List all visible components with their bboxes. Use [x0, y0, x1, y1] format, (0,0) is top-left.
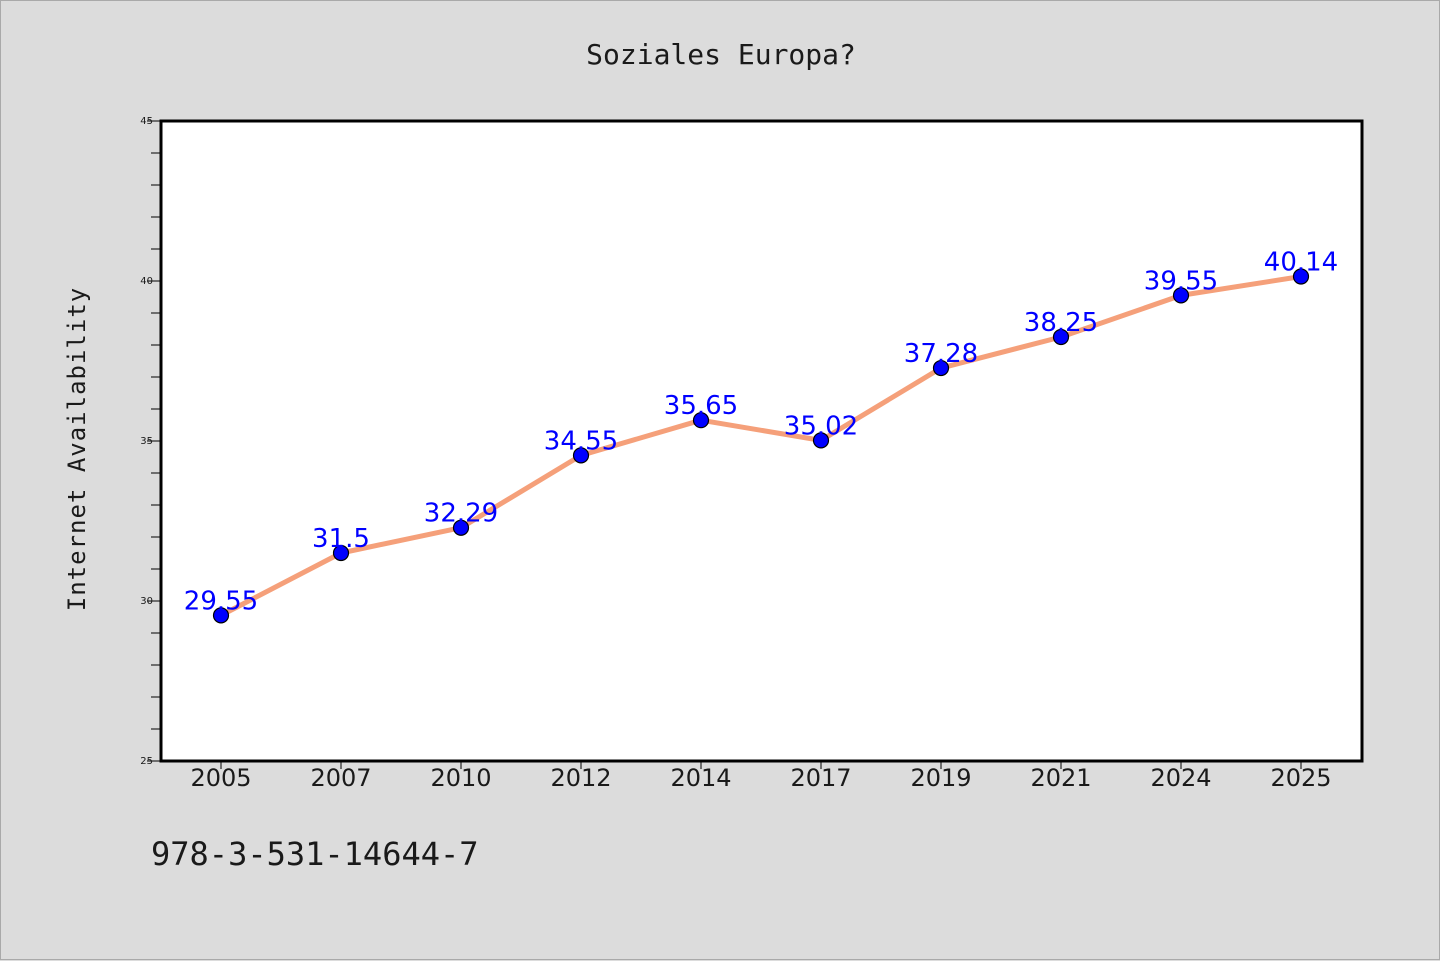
x-tick-label: 2012: [550, 764, 611, 792]
y-tick-label: 40: [140, 276, 153, 287]
data-point: [572, 447, 590, 464]
data-point: [1052, 328, 1070, 346]
series-line: [218, 274, 1304, 618]
data-point: [212, 607, 230, 624]
x-tick-label: 2005: [190, 764, 251, 792]
data-point: [452, 519, 470, 536]
y-tick-label: 45: [140, 116, 153, 127]
x-tick-label: 2010: [430, 764, 491, 792]
x-tick-label: 2019: [910, 764, 971, 792]
x-tick-label: 2024: [1150, 764, 1211, 792]
x-tick-label: 2025: [1270, 764, 1331, 792]
x-tick-label: 2014: [670, 764, 731, 792]
data-label: 38.25: [1024, 308, 1098, 338]
footnote: 978-3-531-14644-7: [151, 835, 479, 873]
y-axis-label: Internet Availability: [63, 287, 91, 611]
data-label: 35.65: [664, 391, 738, 421]
data-label: 39.55: [1144, 266, 1218, 296]
y-tick-label: 30: [140, 596, 153, 607]
data-label: 31.5: [312, 524, 370, 554]
data-label: 29.55: [184, 586, 258, 616]
data-point: [332, 544, 350, 562]
y-axis: 25 30 35 40 45: [140, 116, 161, 767]
data-label: 35.02: [784, 411, 858, 441]
plot-area: [161, 121, 1362, 761]
y-tick-label: 25: [140, 756, 153, 767]
data-point: [1172, 287, 1190, 304]
chart-title: Soziales Europa?: [586, 38, 856, 71]
plot-border: [159, 119, 1364, 763]
x-tick-label: 2021: [1030, 764, 1091, 792]
series-layer: 29.55 31.5 32.29 34.55 35.65 35.02 37.28 38.25 3…: [184, 248, 1338, 624]
data-point: [1292, 268, 1310, 285]
data-label: 32.29: [424, 499, 498, 529]
data-point: [692, 412, 710, 429]
x-tick-label: 2007: [310, 764, 371, 792]
data-label: 37.28: [904, 339, 978, 369]
data-point: [812, 432, 830, 449]
data-label: 40.14: [1264, 248, 1338, 278]
x-axis: 2005 2007 2010 2012 2014 2017 2019 2021 2024 2025: [190, 761, 1332, 792]
x-tick-label: 2017: [790, 764, 851, 792]
data-point: [932, 359, 950, 377]
data-label: 34.55: [544, 426, 618, 456]
y-tick-label: 35: [140, 436, 153, 447]
